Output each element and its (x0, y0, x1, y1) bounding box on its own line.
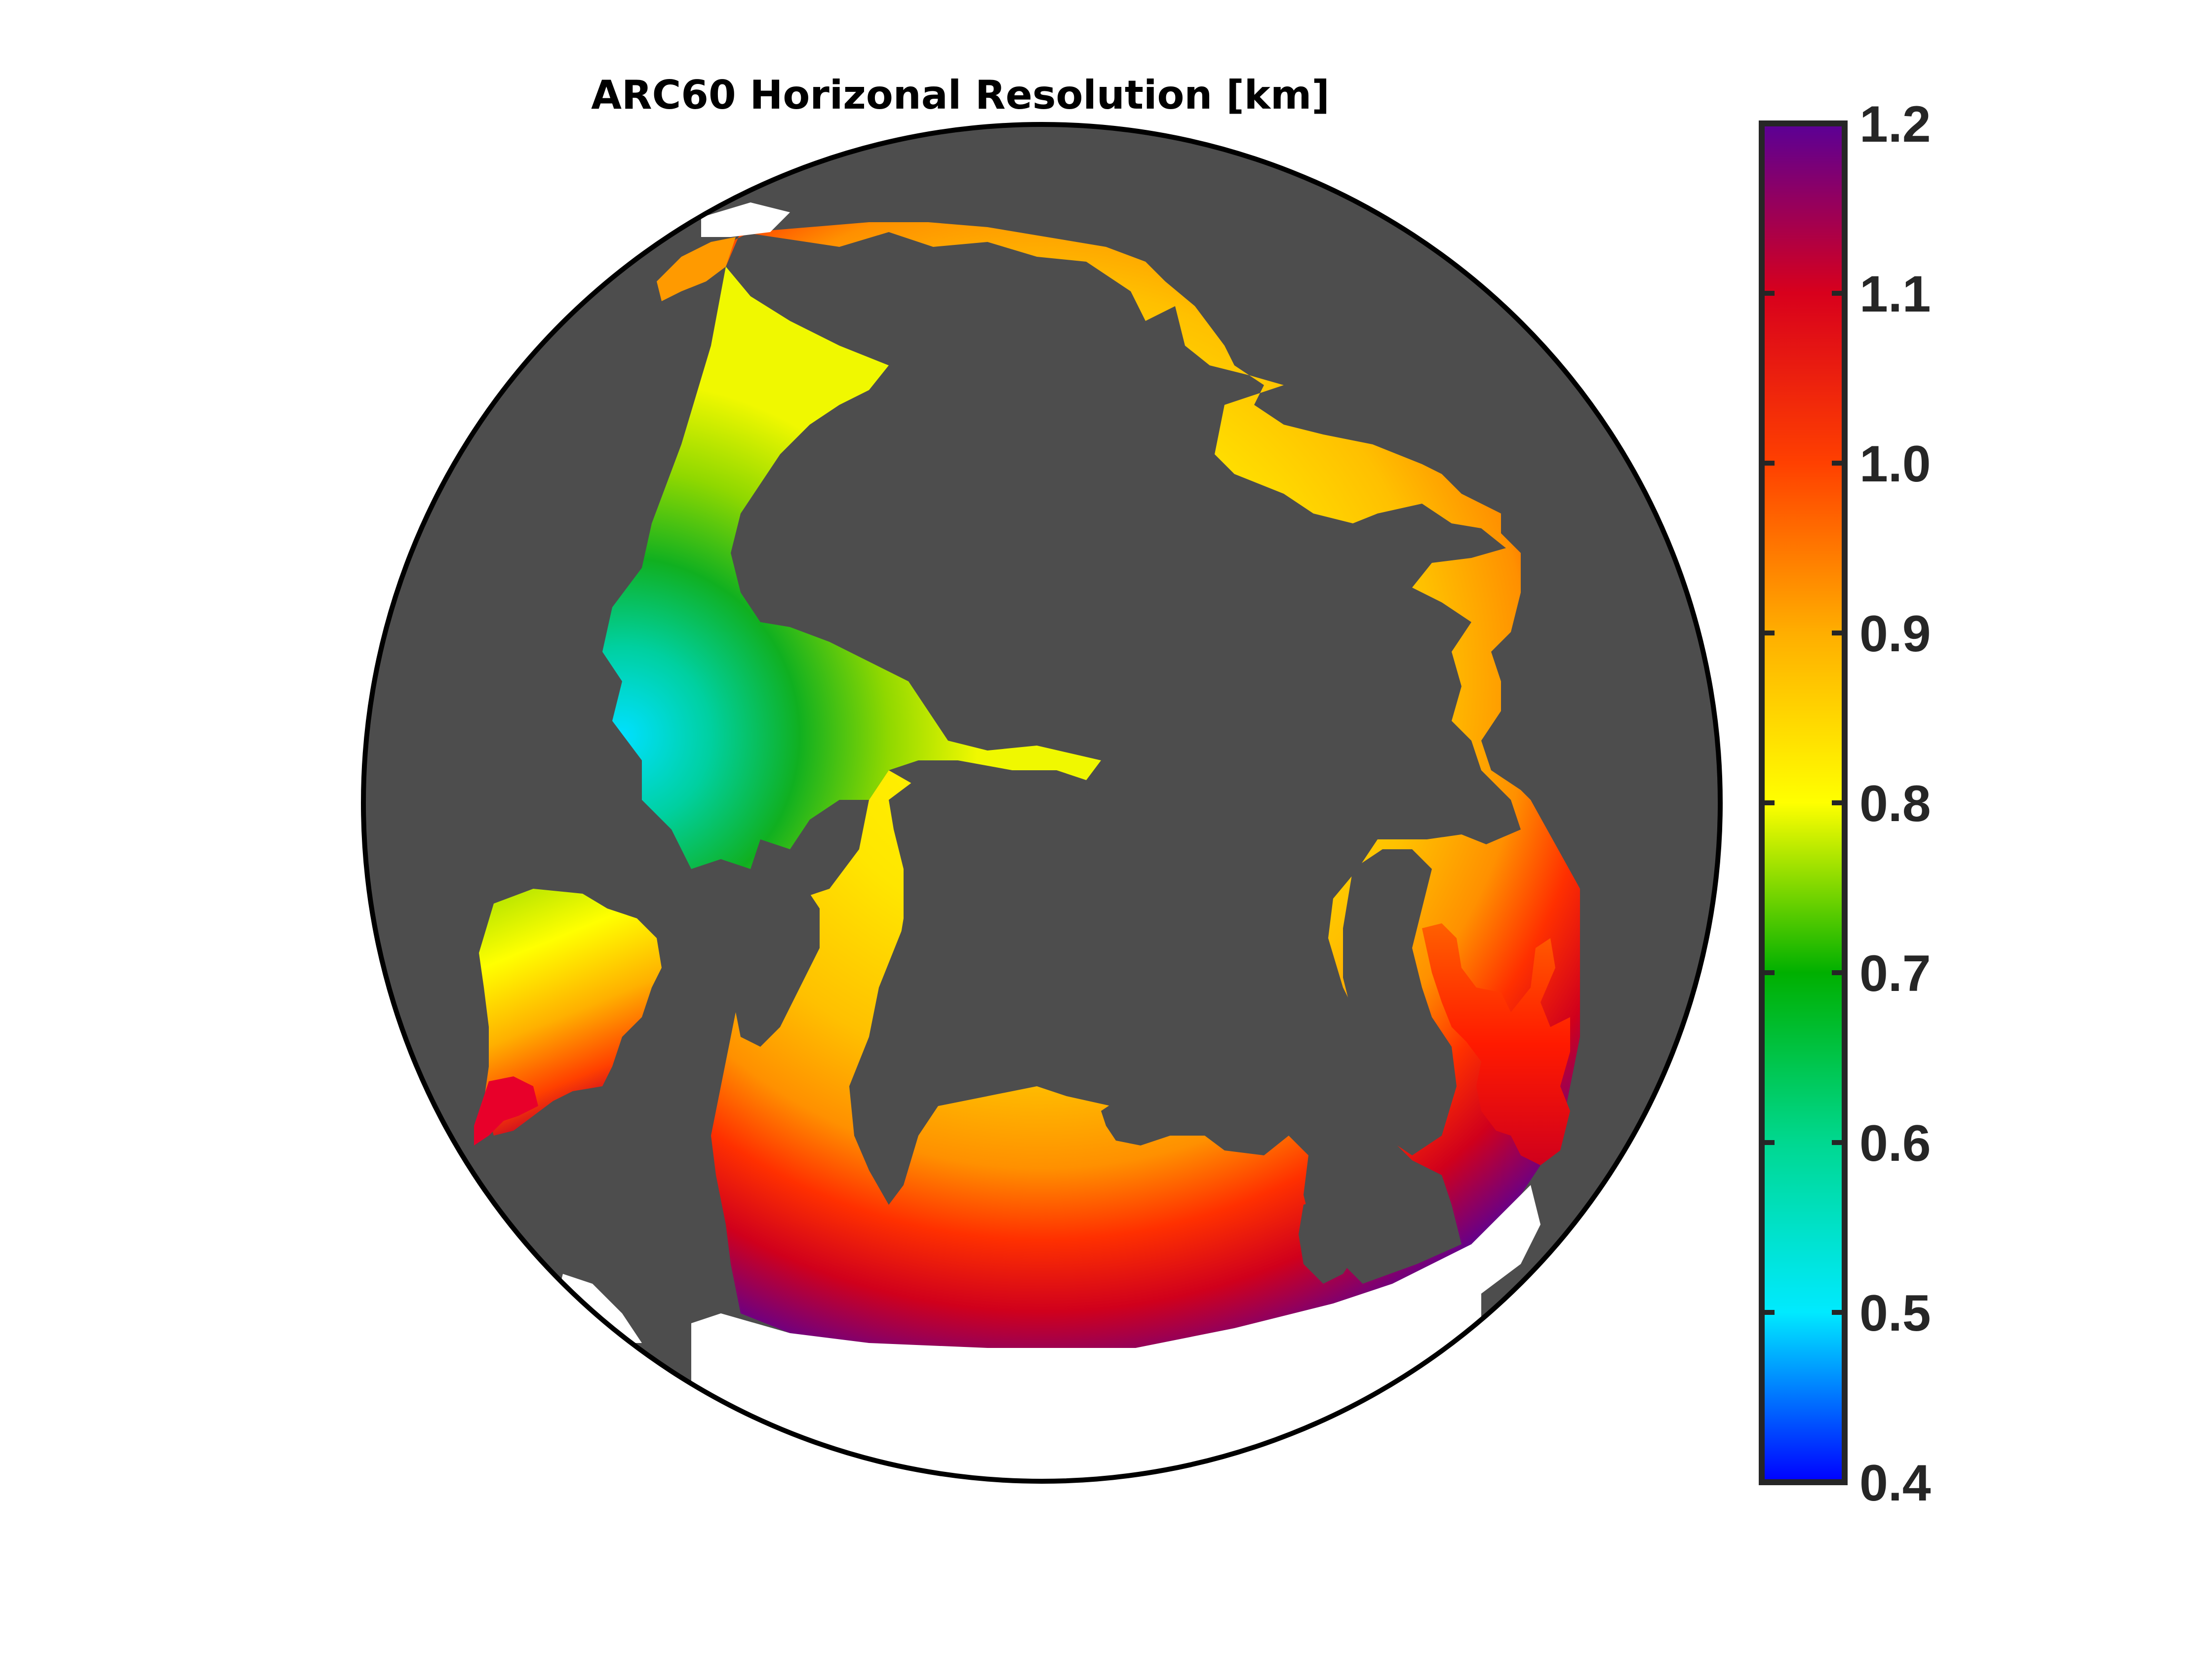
colorbar: 0.4 0.5 0.6 0.7 0.8 0.9 1.0 1.1 1.2 (1759, 96, 1931, 1512)
colorbar-tick-label: 0.4 (1859, 1455, 1931, 1512)
labrador-gap (558, 1274, 642, 1343)
novaya-zemlya (1313, 592, 1432, 681)
colorbar-tick-label: 0.5 (1859, 1285, 1931, 1342)
scandinavia (1343, 849, 1457, 1155)
arctic-atlantic-ocean (711, 222, 1580, 1348)
canadian-archipelago-waters (602, 267, 1101, 869)
james-bay (474, 1076, 538, 1146)
hudson-bay (479, 889, 662, 1136)
colorbar-ticks: 0.4 0.5 0.6 0.7 0.8 0.9 1.0 1.1 1.2 (1762, 96, 1931, 1512)
colorbar-tick-label: 0.9 (1859, 605, 1931, 663)
colorbar-tick-label: 1.0 (1859, 435, 1931, 493)
severnaya-zemlya (1195, 454, 1224, 514)
greenland (859, 770, 1106, 1205)
colorbar-tick-label: 1.2 (1859, 96, 1931, 153)
new-siberian-islands (1047, 326, 1091, 356)
colorbar-tick-label: 0.8 (1859, 775, 1931, 832)
northeast-gap (1471, 1185, 1540, 1294)
chukotka-gap (701, 202, 790, 237)
british-isles (1299, 1195, 1363, 1284)
bering-sea (657, 237, 736, 301)
colorbar-tick-label: 0.6 (1859, 1115, 1931, 1172)
map-title: ARC60 Horizonal Resolution [km] (591, 72, 1330, 118)
baffin-island (731, 869, 820, 1047)
iceland (1101, 1091, 1180, 1146)
colorbar-tick-label: 1.1 (1859, 266, 1931, 323)
baltic-sea (1422, 923, 1570, 1165)
franz-josef-land (1215, 617, 1244, 657)
map-frame (361, 122, 1723, 1484)
svalbard (1205, 721, 1249, 790)
polar-map (361, 122, 1723, 1484)
colorbar-tick-label: 0.7 (1859, 945, 1931, 1002)
